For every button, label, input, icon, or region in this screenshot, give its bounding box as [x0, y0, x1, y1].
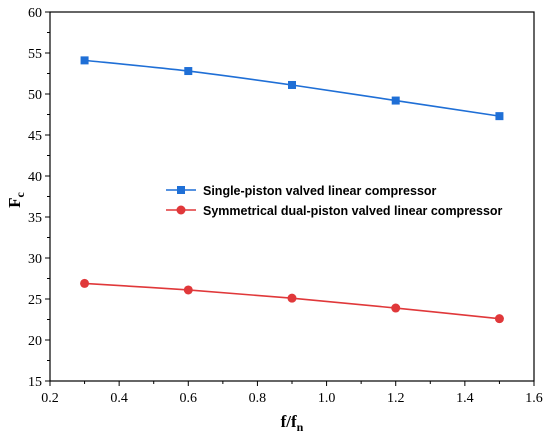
x-axis: 0.2 0.4 0.6 0.8 1.0 1.2 1.4 1.6: [41, 381, 543, 406]
x-tick-label: 0.8: [249, 391, 267, 406]
legend: Single-piston valved linear compressor S…: [166, 184, 503, 218]
y-tick-label: 15: [28, 375, 42, 390]
x-tick-label: 1.4: [456, 391, 474, 406]
data-point-square: [80, 56, 89, 65]
x-tick-label: 0.6: [180, 391, 198, 406]
data-point-square: [495, 112, 504, 121]
data-point-circle: [287, 293, 297, 303]
x-tick-label: 1.0: [318, 391, 336, 406]
y-axis-title: Fc: [5, 191, 27, 207]
series-layer: [80, 56, 504, 324]
x-tick-label: 1.2: [387, 391, 405, 406]
data-point-circle: [391, 303, 401, 313]
x-tick-label: 0.4: [110, 391, 128, 406]
y-axis: 15 20 25 30 35 40 45 50 55 60: [28, 6, 50, 390]
legend-marker-single-piston: [177, 186, 185, 194]
y-tick-label: 25: [28, 293, 42, 308]
legend-label-single-piston: Single-piston valved linear compressor: [203, 184, 437, 198]
data-point-square: [391, 96, 400, 105]
x-tick-label: 1.6: [525, 391, 543, 406]
legend-item-dual-piston: Symmetrical dual-piston valved linear co…: [166, 204, 503, 218]
data-point-square: [184, 67, 193, 76]
y-tick-label: 50: [28, 88, 42, 103]
data-point-circle: [183, 285, 193, 295]
y-tick-label: 35: [28, 211, 42, 226]
y-tick-label: 55: [28, 47, 42, 62]
legend-marker-dual-piston: [176, 205, 186, 215]
data-point-square: [288, 80, 296, 89]
legend-label-dual-piston: Symmetrical dual-piston valved linear co…: [203, 204, 503, 218]
y-tick-label: 45: [28, 129, 42, 144]
data-point-circle: [80, 278, 90, 288]
y-tick-label: 40: [28, 170, 42, 185]
legend-item-single-piston: Single-piston valved linear compressor: [166, 184, 437, 198]
data-point-circle: [494, 314, 504, 324]
x-axis-title: f/fn: [281, 412, 304, 434]
y-tick-label: 30: [28, 252, 42, 267]
y-tick-label: 20: [28, 334, 42, 349]
x-tick-label: 0.2: [41, 391, 59, 406]
y-tick-label: 60: [28, 6, 42, 21]
